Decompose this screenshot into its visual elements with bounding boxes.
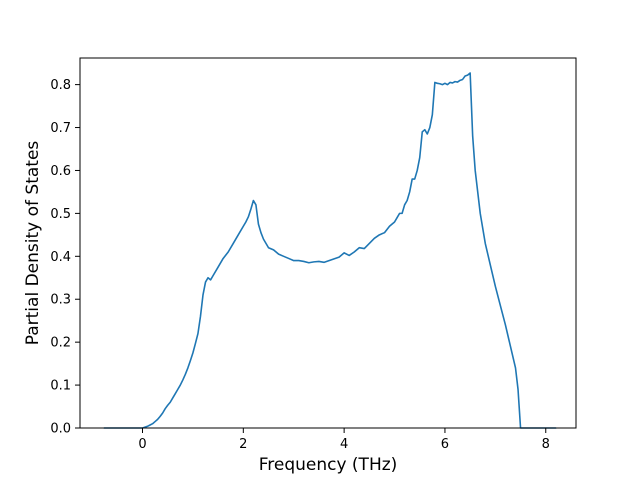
plot-area bbox=[103, 72, 557, 429]
axes-frame bbox=[79, 57, 577, 429]
x-tick-label: 8 bbox=[542, 437, 550, 452]
y-tick-label: 0.8 bbox=[50, 78, 71, 93]
x-tick-label: 0 bbox=[138, 437, 146, 452]
pdos-line bbox=[103, 72, 557, 429]
y-axis-ticks: 0.0 0.1 0.2 0.3 0.4 0.5 0.6 0.7 0.8 bbox=[50, 78, 80, 437]
x-tick-label: 6 bbox=[441, 437, 449, 452]
y-tick-label: 0.0 bbox=[50, 422, 71, 437]
y-tick-label: 0.3 bbox=[50, 293, 71, 308]
x-axis-ticks: 0 2 4 6 8 bbox=[138, 428, 550, 452]
y-tick-label: 0.2 bbox=[50, 336, 71, 351]
y-axis-title: Partial Density of States bbox=[23, 141, 43, 346]
x-tick-label: 4 bbox=[340, 437, 348, 452]
y-tick-label: 0.6 bbox=[50, 164, 71, 179]
y-tick-label: 0.1 bbox=[50, 379, 71, 394]
x-tick-label: 2 bbox=[239, 437, 247, 452]
y-tick-label: 0.7 bbox=[50, 121, 71, 136]
y-tick-label: 0.4 bbox=[50, 250, 71, 265]
x-axis-title: Frequency (THz) bbox=[259, 455, 398, 475]
y-tick-label: 0.5 bbox=[50, 207, 71, 222]
